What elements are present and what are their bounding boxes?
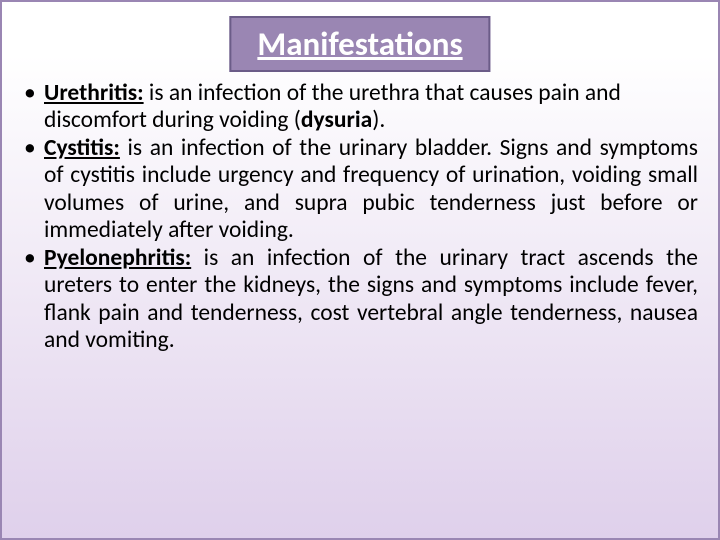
content-area: Urethritis: is an infection of the ureth… — [22, 80, 698, 520]
slide-title: Manifestations — [257, 24, 462, 64]
bullet-item: Cystitis: is an infection of the urinary… — [22, 135, 698, 245]
term-pyelonephritis: Pyelonephritis: — [44, 244, 191, 272]
bullet-item: Pyelonephritis: is an infection of the u… — [22, 245, 698, 355]
bullet-tail: ). — [372, 106, 385, 134]
term-urethritis: Urethritis: — [44, 79, 144, 107]
title-box: Manifestations — [229, 16, 490, 72]
bullet-item: Urethritis: is an infection of the ureth… — [22, 80, 698, 135]
term-cystitis: Cystitis: — [44, 134, 120, 162]
slide-container: Manifestations Urethritis: is an infecti… — [0, 0, 720, 540]
term-dysuria: dysuria — [301, 106, 372, 134]
bullet-text: is an infection of the urinary bladder. … — [44, 134, 698, 244]
